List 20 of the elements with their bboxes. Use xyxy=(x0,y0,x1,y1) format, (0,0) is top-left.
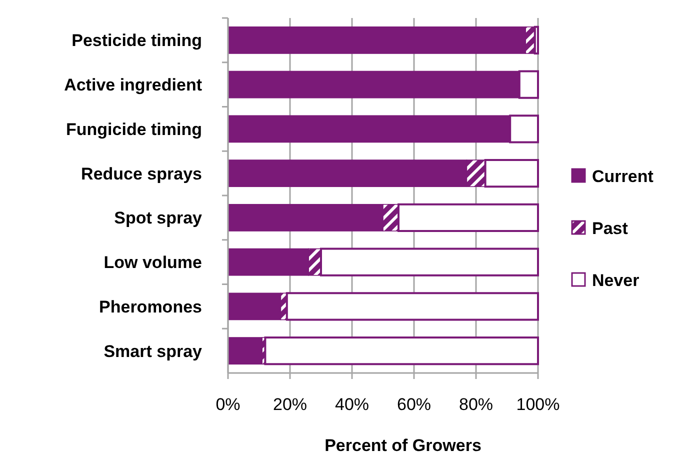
legend-label: Never xyxy=(592,270,640,290)
bar xyxy=(264,336,539,366)
legend-label: Current xyxy=(592,166,654,186)
legend-label: Past xyxy=(592,218,628,238)
y-tick-label: Pesticide timing xyxy=(72,31,202,50)
y-tick-label: Low volume xyxy=(104,253,202,272)
x-tick-label: 40% xyxy=(334,395,370,414)
x-axis-title: Percent of Growers xyxy=(324,436,482,455)
y-tick-label: Active ingredient xyxy=(64,76,202,95)
bar xyxy=(228,337,262,365)
y-tick-label: Pheromones xyxy=(99,297,202,316)
x-tick-label: 0% xyxy=(216,395,240,414)
y-tick-label: Smart spray xyxy=(104,342,203,361)
y-tick-label: Spot spray xyxy=(114,208,203,228)
x-tick-label: 60% xyxy=(396,395,432,414)
y-tick-label: Fungicide timing xyxy=(66,120,202,139)
x-tick-label: 80% xyxy=(458,395,494,414)
y-tick-label: Reduce sprays xyxy=(81,164,202,184)
x-tick-label: 20% xyxy=(272,395,308,414)
x-tick-label: 100% xyxy=(516,395,560,414)
